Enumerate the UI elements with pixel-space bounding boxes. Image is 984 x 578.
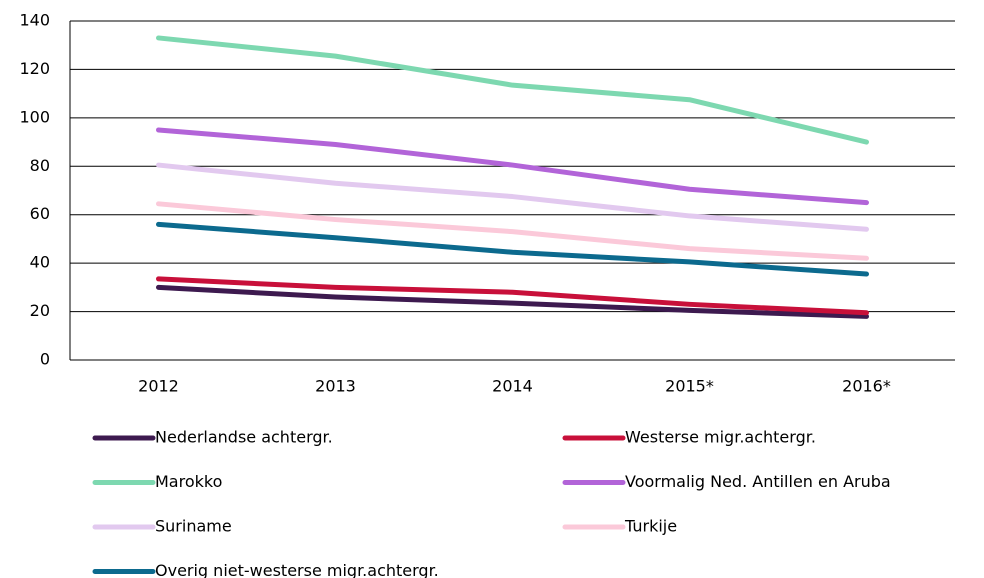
y-tick-label: 60	[30, 204, 50, 223]
legend-label: Turkije	[624, 517, 677, 536]
y-tick-label: 80	[30, 156, 50, 175]
legend-label: Suriname	[155, 517, 232, 536]
x-tick-label: 2013	[315, 377, 356, 396]
series-line	[156, 35, 869, 145]
series-line	[156, 221, 869, 277]
y-tick-label: 40	[30, 253, 50, 272]
y-tick-label: 140	[19, 11, 50, 30]
legend-label: Westerse migr.achtergr.	[625, 428, 816, 447]
x-tick-label: 2012	[138, 377, 179, 396]
series-line	[156, 201, 869, 261]
y-tick-label: 100	[19, 107, 50, 126]
series-line	[156, 127, 869, 206]
legend-label: Nederlandse achtergr.	[155, 428, 333, 447]
x-tick-label: 2016*	[842, 377, 891, 396]
y-tick-label: 120	[19, 59, 50, 78]
x-tick-label: 2015*	[665, 377, 714, 396]
y-tick-label: 0	[40, 350, 50, 369]
legend-label: Marokko	[155, 472, 222, 491]
legend-label: Overig niet-westerse migr.achtergr.	[155, 561, 439, 578]
series-line	[156, 276, 869, 316]
legend-label: Voormalig Ned. Antillen en Aruba	[625, 472, 891, 491]
x-tick-label: 2014	[492, 377, 533, 396]
y-tick-label: 20	[30, 301, 50, 320]
series-line	[156, 162, 869, 232]
series-line	[156, 284, 869, 319]
